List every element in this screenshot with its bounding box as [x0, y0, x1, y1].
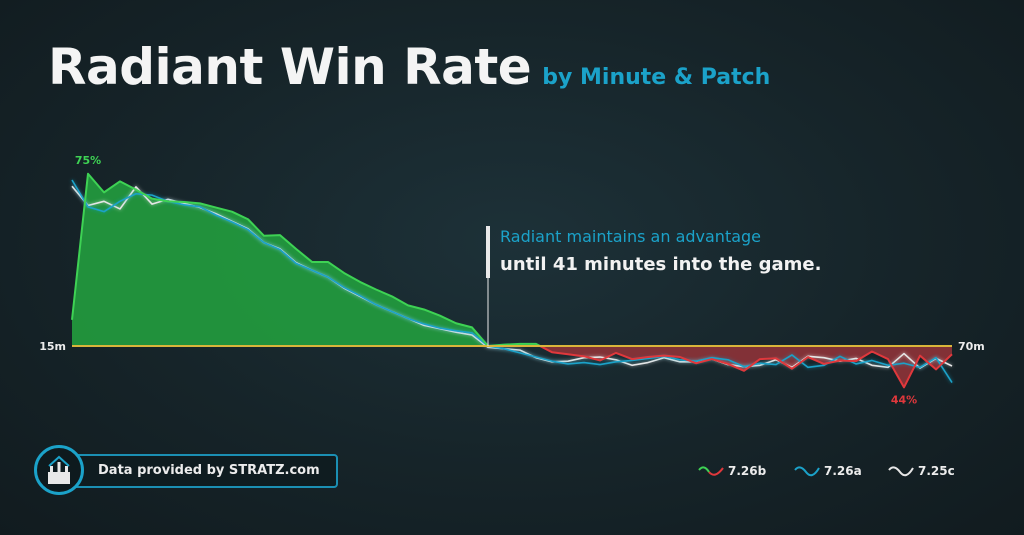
annotation-callout: Radiant maintains an advantage until 41 … [486, 226, 821, 278]
series-lines [70, 172, 954, 389]
credit-text: Data provided by STRATZ.com [98, 463, 320, 478]
chart-title: Radiant Win Rate [48, 38, 532, 96]
annotation-line-1: Radiant maintains an advantage [500, 227, 762, 246]
series-line-726b-below [486, 346, 953, 389]
win-advantage-area [72, 173, 952, 346]
peak-label: 75% [75, 154, 101, 167]
annotation-line-2: until 41 minutes into the game. [500, 254, 822, 275]
stratz-logo-icon [34, 445, 84, 495]
legend-swatch-726b [698, 466, 724, 476]
legend-item-726b: 7.26b [698, 464, 766, 483]
legend-swatch-726a [794, 466, 820, 477]
series-line-726b-above [71, 172, 543, 346]
credit-box[interactable]: Data provided by STRATZ.com [62, 454, 338, 488]
x-end-label: 70m [958, 340, 985, 353]
low-label: 44% [891, 393, 917, 406]
series-line-726a [71, 179, 953, 383]
chart-subtitle: by Minute & Patch [542, 65, 771, 90]
x-start-label: 15m [39, 340, 66, 353]
legend-label-726a: 7.26a [824, 464, 862, 478]
loss-advantage-area [72, 346, 952, 388]
legend-label-725c: 7.25c [918, 464, 955, 478]
legend-item-725c: 7.25c [888, 464, 955, 483]
legend-label-726b: 7.26b [728, 464, 767, 478]
legend-item-726a: 7.26a [794, 464, 862, 483]
chart-title-block: Radiant Win Rate by Minute & Patch [48, 38, 770, 96]
legend-swatch-725c [888, 466, 914, 477]
